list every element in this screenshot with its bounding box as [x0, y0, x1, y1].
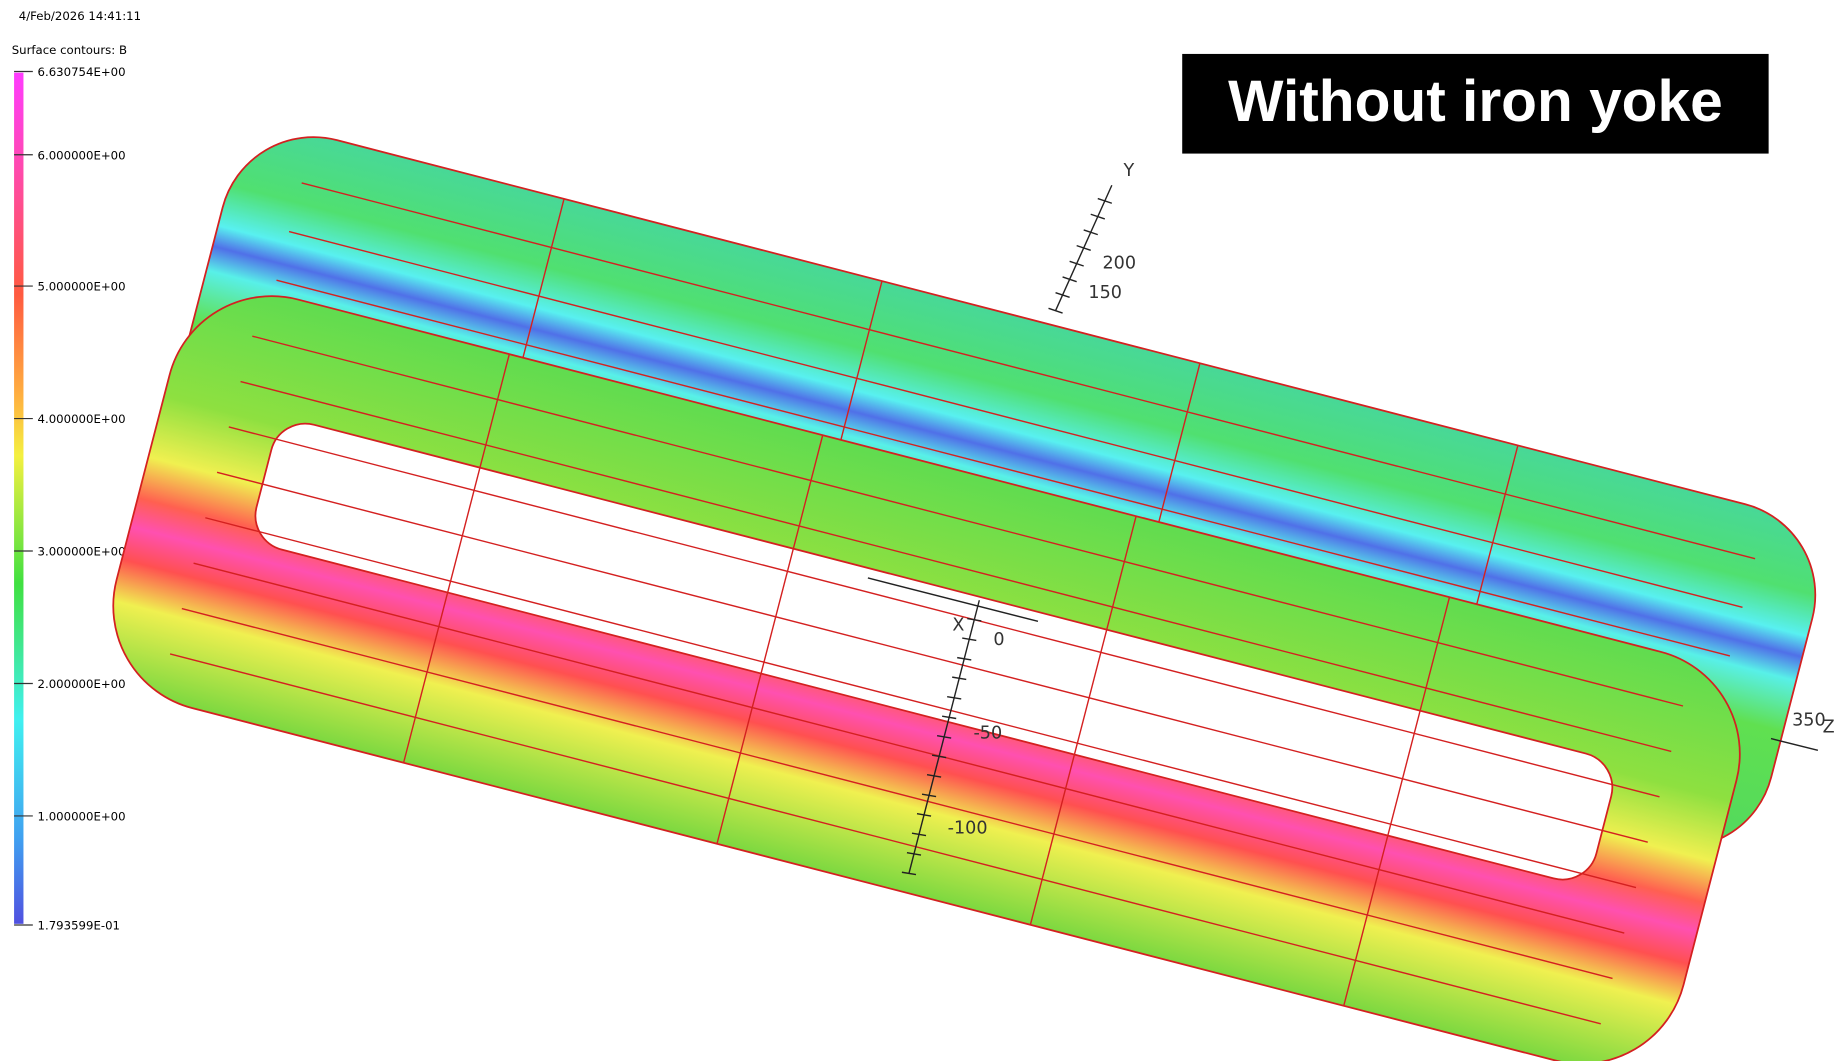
z-axis-name: Z: [1823, 718, 1835, 738]
x-tick-label: -50: [973, 724, 1002, 744]
legend-title: Surface contours: B: [12, 43, 127, 57]
x-tick-label: 0: [993, 630, 1004, 650]
viewport: 4/Feb/2026 14:41:11 Surface contours: B …: [0, 0, 1839, 1061]
timestamp: 4/Feb/2026 14:41:11: [19, 9, 141, 23]
x-tick-label: -100: [948, 819, 988, 839]
legend-label: 1.793599E-01: [38, 919, 120, 933]
page: 4/Feb/2026 14:41:11 Surface contours: B …: [0, 0, 1839, 1061]
legend-label: 6.000000E+00: [38, 148, 126, 162]
legend-label: 2.000000E+00: [38, 677, 126, 691]
legend-label: 3.000000E+00: [38, 545, 126, 559]
legend-label: 4.000000E+00: [38, 412, 126, 426]
color-bar: [14, 73, 23, 924]
legend-label: 5.000000E+00: [38, 280, 126, 294]
y-axis-name: Y: [1123, 161, 1135, 181]
legend-label: 1.000000E+00: [38, 810, 126, 824]
y-tick-label: 200: [1102, 253, 1136, 273]
y-tick-label: 150: [1088, 283, 1122, 303]
overlay-title: Without iron yoke: [1228, 69, 1723, 134]
legend-labels: 6.630754E+00 6.000000E+00 5.000000E+00 4.00…: [14, 65, 126, 932]
legend-label: 6.630754E+00: [38, 65, 126, 79]
z-tick-label: 350: [1792, 711, 1826, 731]
x-axis-name: X: [952, 616, 964, 636]
